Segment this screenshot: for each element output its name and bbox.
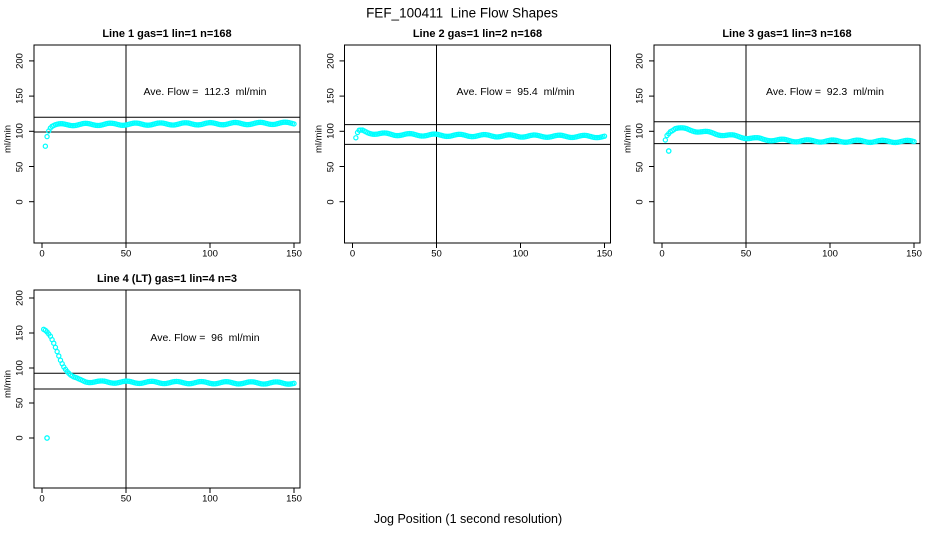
data-point — [42, 143, 49, 149]
panel-2-plot — [339, 44, 611, 248]
y-tick-label: 100 — [634, 123, 646, 140]
x-tick-label: 100 — [202, 493, 218, 505]
data-series — [42, 119, 297, 149]
data-point — [291, 121, 297, 127]
data-point — [44, 133, 50, 140]
y-tick-label: 200 — [325, 52, 336, 69]
y-tick-label: 100 — [14, 360, 26, 376]
axis-ticks — [339, 60, 605, 248]
panel-3-y-axis-label: ml/min — [622, 125, 634, 153]
data-point-outlier — [665, 148, 672, 154]
x-tick-label: 0 — [349, 248, 356, 260]
x-tick-label: 150 — [286, 248, 302, 260]
data-point — [52, 344, 59, 351]
panel-4-plot — [29, 289, 301, 493]
y-tick-label: 50 — [14, 397, 26, 409]
x-axis-label: Jog Position (1 second resolution) — [373, 512, 563, 526]
y-tick-label: 150 — [325, 88, 336, 105]
axis-ticks — [649, 60, 915, 248]
x-tick-label: 0 — [39, 493, 45, 505]
y-tick-label: 150 — [14, 325, 26, 341]
y-tick-label: 150 — [14, 88, 26, 105]
data-point — [353, 135, 359, 141]
axis-ticks — [29, 60, 295, 248]
y-tick-label: 100 — [325, 123, 336, 140]
panel-2-title: Line 2 gas=1 lin=2 n=168 — [412, 28, 543, 40]
figure-title: FEF_100411 Line Flow Shapes — [366, 5, 558, 21]
x-tick-label: 150 — [596, 248, 613, 260]
y-tick-label: 200 — [634, 52, 646, 69]
x-tick-label: 100 — [202, 248, 218, 260]
y-tick-label: 200 — [14, 290, 26, 306]
x-tick-label: 50 — [120, 248, 132, 260]
y-tick-label: 50 — [634, 161, 646, 172]
panel-3-plot — [649, 44, 921, 248]
plot-box — [33, 44, 301, 244]
x-tick-label: 50 — [431, 248, 442, 260]
data-point — [54, 348, 60, 355]
y-tick-label: 50 — [14, 161, 26, 172]
x-tick-label: 0 — [659, 248, 665, 260]
y-tick-label: 200 — [14, 52, 26, 69]
panel-4-title: Line 4 (LT) gas=1 lin=4 n=3 — [96, 273, 238, 285]
x-tick-label: 50 — [120, 493, 132, 505]
panel-4-y-axis-label: ml/min — [2, 370, 14, 398]
panel-1-title: Line 1 gas=1 lin=1 n=168 — [102, 28, 232, 40]
panel-1-ave-flow-annotation: Ave. Flow = 112.3 ml/min — [143, 86, 267, 98]
data-point — [56, 353, 62, 359]
y-tick-label: 100 — [14, 123, 26, 140]
data-point — [662, 137, 669, 143]
panel-3-ave-flow-annotation: Ave. Flow = 92.3 ml/min — [766, 86, 884, 98]
data-point — [911, 138, 917, 145]
panel-2-ave-flow-annotation: Ave. Flow = 95.4 ml/min — [456, 86, 575, 98]
y-tick-label: 0 — [14, 199, 26, 205]
y-tick-label: 0 — [14, 435, 26, 441]
x-tick-label: 50 — [740, 248, 752, 260]
x-tick-label: 100 — [822, 248, 838, 260]
panel-1-plot — [29, 44, 301, 248]
data-point — [601, 133, 608, 139]
panel-1-y-axis-label: ml/min — [2, 125, 14, 153]
data-point — [291, 380, 297, 387]
data-series — [662, 125, 917, 154]
panel-2-y-axis-label: ml/min — [313, 125, 324, 153]
data-series — [40, 326, 297, 441]
data-point-outlier — [44, 435, 50, 441]
panel-4-ave-flow-annotation: Ave. Flow = 96 ml/min — [150, 332, 260, 344]
x-tick-label: 0 — [39, 248, 45, 260]
x-tick-label: 150 — [906, 248, 922, 260]
y-tick-label: 50 — [325, 161, 336, 172]
panel-3-title: Line 3 gas=1 lin=3 n=168 — [722, 28, 852, 40]
x-tick-label: 150 — [286, 493, 302, 505]
y-tick-label: 150 — [634, 88, 646, 105]
y-tick-label: 0 — [634, 199, 646, 205]
x-tick-label: 100 — [512, 248, 529, 260]
axis-ticks — [29, 297, 295, 493]
data-series — [353, 127, 608, 141]
y-tick-label: 0 — [325, 199, 336, 205]
